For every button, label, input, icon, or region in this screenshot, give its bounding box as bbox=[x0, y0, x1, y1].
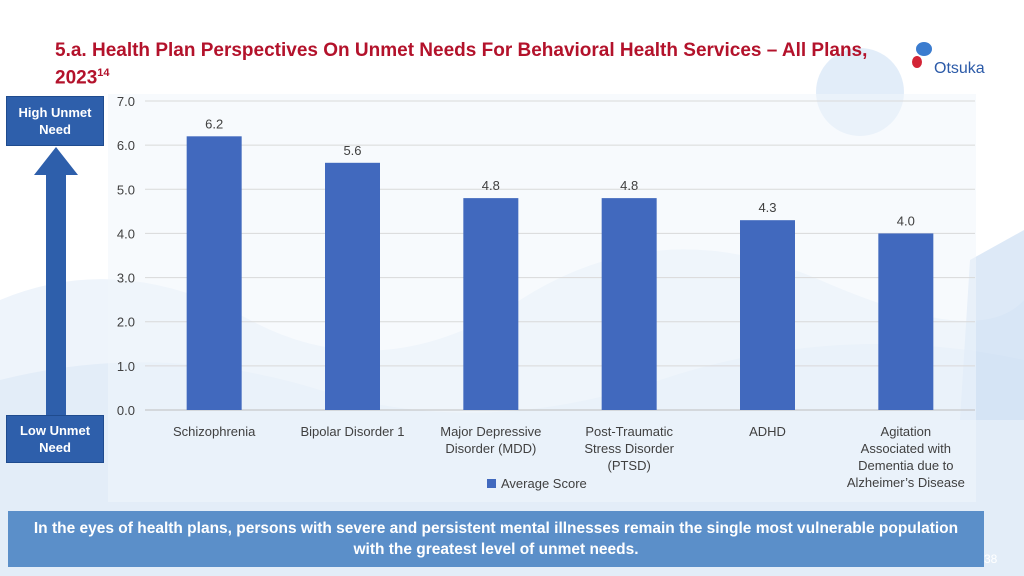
data-label: 4.3 bbox=[758, 200, 776, 215]
takeaway-banner: In the eyes of health plans, persons wit… bbox=[8, 511, 984, 567]
data-label: 5.6 bbox=[343, 143, 361, 158]
x-tick-label-line: Associated with bbox=[861, 441, 951, 456]
y-tick-label: 5.0 bbox=[117, 182, 135, 197]
x-tick-label-line: Disorder (MDD) bbox=[445, 441, 536, 456]
y-tick-label: 2.0 bbox=[117, 315, 135, 330]
x-tick-label-line: Stress Disorder bbox=[584, 441, 674, 456]
x-tick-label-line: ADHD bbox=[749, 424, 786, 439]
bar bbox=[878, 233, 934, 410]
x-tick-label-line: Major Depressive bbox=[440, 424, 541, 439]
x-tick-label-line: Post-Traumatic bbox=[585, 424, 673, 439]
unmet-need-arrow-icon bbox=[34, 147, 78, 417]
high-unmet-need-text: High Unmet Need bbox=[18, 105, 92, 137]
x-tick-label-line: (PTSD) bbox=[607, 458, 650, 473]
logo-mark-icon bbox=[912, 42, 932, 68]
x-tick-label: ADHD bbox=[749, 424, 786, 439]
slide-title: 5.a. Health Plan Perspectives On Unmet N… bbox=[55, 40, 905, 89]
x-tick-label-line: Dementia due to bbox=[858, 458, 953, 473]
legend-label: Average Score bbox=[501, 476, 587, 491]
x-tick-label: Agitation Associated with Dementia due to A… bbox=[847, 424, 965, 490]
x-tick-label: Bipolar Disorder 1 bbox=[300, 424, 404, 439]
data-label: 4.0 bbox=[897, 213, 915, 228]
data-label: 4.8 bbox=[482, 178, 500, 193]
legend-swatch bbox=[487, 479, 496, 488]
page-number: 38 bbox=[984, 552, 998, 566]
y-tick-label: 4.0 bbox=[117, 226, 135, 241]
takeaway-text: In the eyes of health plans, persons wit… bbox=[33, 520, 959, 558]
y-tick-label: 6.0 bbox=[117, 138, 135, 153]
data-label: 6.2 bbox=[205, 116, 223, 131]
data-label: 4.8 bbox=[620, 178, 638, 193]
chart-panel bbox=[108, 94, 976, 502]
x-tick-label-line: Bipolar Disorder 1 bbox=[300, 424, 404, 439]
low-unmet-need-text: Low Unmet Need bbox=[19, 423, 91, 455]
bar bbox=[601, 198, 657, 410]
y-tick-label: 7.0 bbox=[117, 94, 135, 109]
x-tick-label-line: Agitation bbox=[881, 424, 932, 439]
low-unmet-need-label: Low Unmet Need bbox=[6, 415, 104, 463]
title-superscript: 14 bbox=[97, 67, 110, 79]
x-tick-label-line: Alzheimer’s Disease bbox=[847, 475, 965, 490]
x-tick-label: Schizophrenia bbox=[173, 424, 256, 439]
bar bbox=[463, 198, 519, 410]
x-tick-label: Major Depressive Disorder (MDD) bbox=[440, 424, 541, 456]
title-text: 5.a. Health Plan Perspectives On Unmet N… bbox=[55, 40, 868, 89]
x-tick-label-line: Schizophrenia bbox=[173, 424, 256, 439]
bar bbox=[186, 136, 242, 411]
bar bbox=[325, 162, 380, 410]
otsuka-logo: Otsuka bbox=[910, 40, 1010, 80]
high-unmet-need-label: High Unmet Need bbox=[6, 96, 104, 146]
y-tick-label: 1.0 bbox=[117, 359, 135, 374]
y-tick-label: 3.0 bbox=[117, 271, 135, 286]
x-tick-label: Post-Traumatic Stress Disorder (PTSD) bbox=[584, 424, 674, 473]
logo-text: Otsuka bbox=[934, 60, 985, 77]
bar bbox=[740, 220, 795, 410]
y-tick-label: 0.0 bbox=[117, 403, 135, 418]
